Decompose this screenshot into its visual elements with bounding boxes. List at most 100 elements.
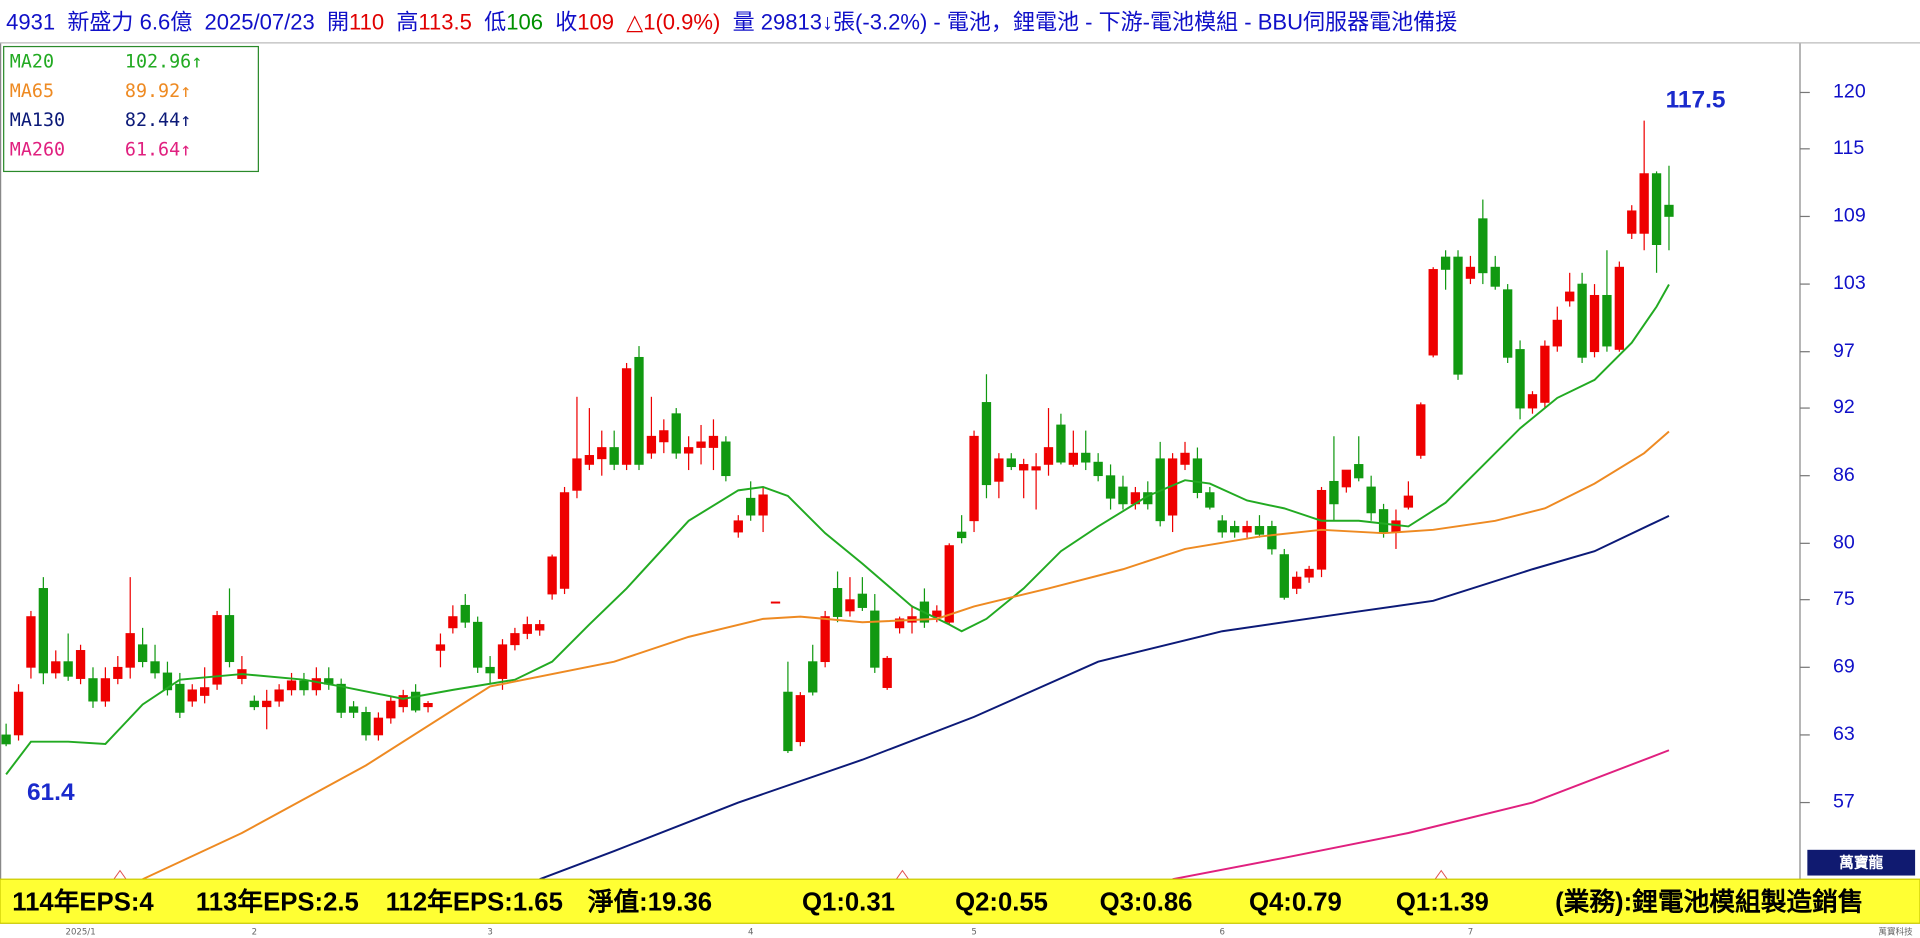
legend-value: 82.44↑ [125,110,191,131]
candle-body [659,430,669,443]
candle-body [1,734,11,745]
candle-body [1627,210,1637,234]
candle-body [75,650,86,679]
candle-body [609,447,619,465]
header-segment: 109 [577,9,614,34]
candle-body [1081,452,1091,463]
candle-body [1267,526,1277,550]
candle-body [634,356,644,465]
candle-body [100,678,111,702]
candle-body [1056,424,1066,463]
candle-body [88,678,98,702]
candle-body [1527,394,1538,409]
candle-body [1664,204,1674,217]
footer-item: Q1:1.39 [1396,888,1489,916]
candle-body [1391,520,1401,533]
high-annotation: 117.5 [1666,87,1726,114]
x-tick-label: 4 [748,927,753,937]
candle-body [1105,475,1116,499]
y-tick-label: 120 [1833,81,1866,103]
legend-name: MA65 [10,81,54,102]
candle-body [125,633,135,668]
candle-body [1068,452,1078,465]
candle-body [1093,461,1103,477]
candle-body [783,691,793,752]
candle-body [683,447,694,454]
candle-body [1614,266,1624,350]
candle-body [1229,526,1240,533]
x-tick-label: 2025/1 [66,927,96,937]
header-segment: 4931 新盛力 6.6億 2025/07/23 開 [6,9,349,34]
candle-body [1602,294,1612,347]
y-tick-label: 57 [1833,791,1855,813]
candle-body [435,644,446,651]
candle-body [398,695,408,708]
candle-body [845,599,855,612]
legend-box [3,45,259,173]
candle-body [1478,218,1488,274]
footer-bar [0,878,1920,924]
candle-body [1515,349,1525,409]
candle-body [1292,576,1302,589]
candle-body [1019,464,1029,471]
candle-body [497,644,508,679]
candle-body [162,672,173,691]
candle-body [671,413,681,454]
candle-body [733,520,743,533]
candle-body [1416,404,1426,456]
x-tick-label: 7 [1468,927,1473,937]
candle-body [708,435,719,448]
candle-body [336,683,346,713]
footer-item: 淨值:19.36 [588,887,712,916]
candle-body [1503,289,1513,358]
candle-body [1180,452,1190,465]
y-tick-label: 86 [1833,464,1855,486]
candle-body [808,661,818,693]
candle-body [1565,291,1575,302]
candle-body [646,435,657,454]
candle-body [299,680,309,691]
legend-value: 61.64↑ [125,140,191,161]
candle-body [882,657,892,688]
candle-body [820,616,830,663]
footer-item: Q3:0.86 [1100,888,1193,916]
candle-body [969,435,979,522]
x-tick-label: 6 [1220,927,1225,937]
candle-body [1205,492,1215,508]
candle-body [932,610,942,617]
plot-area [1,120,1674,880]
header-segment: 低 [472,9,506,34]
candle-body [460,604,470,623]
candle-body [26,616,36,668]
candle-body [621,368,632,465]
candle-body [758,494,768,516]
candle-body [1118,486,1128,505]
candle-body [1577,283,1587,358]
candle-body [423,703,433,708]
header-segment: 106 [506,9,543,34]
candle-body [311,678,322,691]
x-tick-label: 3 [487,927,492,937]
header-segment: 高 [384,9,418,34]
candle-body [410,691,421,711]
candle-body [870,610,880,668]
candle-body [63,661,73,677]
y-tick-label: 63 [1833,723,1855,745]
y-tick-label: 109 [1833,205,1866,227]
candle-body [1651,173,1662,246]
candle-body [249,700,259,708]
candle-body [1440,256,1451,270]
candle-body [746,497,756,516]
footer-item: 113年EPS:2.5 [196,886,359,916]
candle-body [200,687,210,696]
candle-body [1403,495,1414,508]
candle-body [38,588,49,674]
candle-body [361,712,371,736]
candle-body [956,531,967,539]
candle-body [286,680,297,691]
candle-body [262,700,272,708]
header-segment: 110 [349,9,384,34]
header-segment: 113.5 [418,9,471,34]
candle-body [348,706,359,713]
ma-line [1172,749,1670,880]
